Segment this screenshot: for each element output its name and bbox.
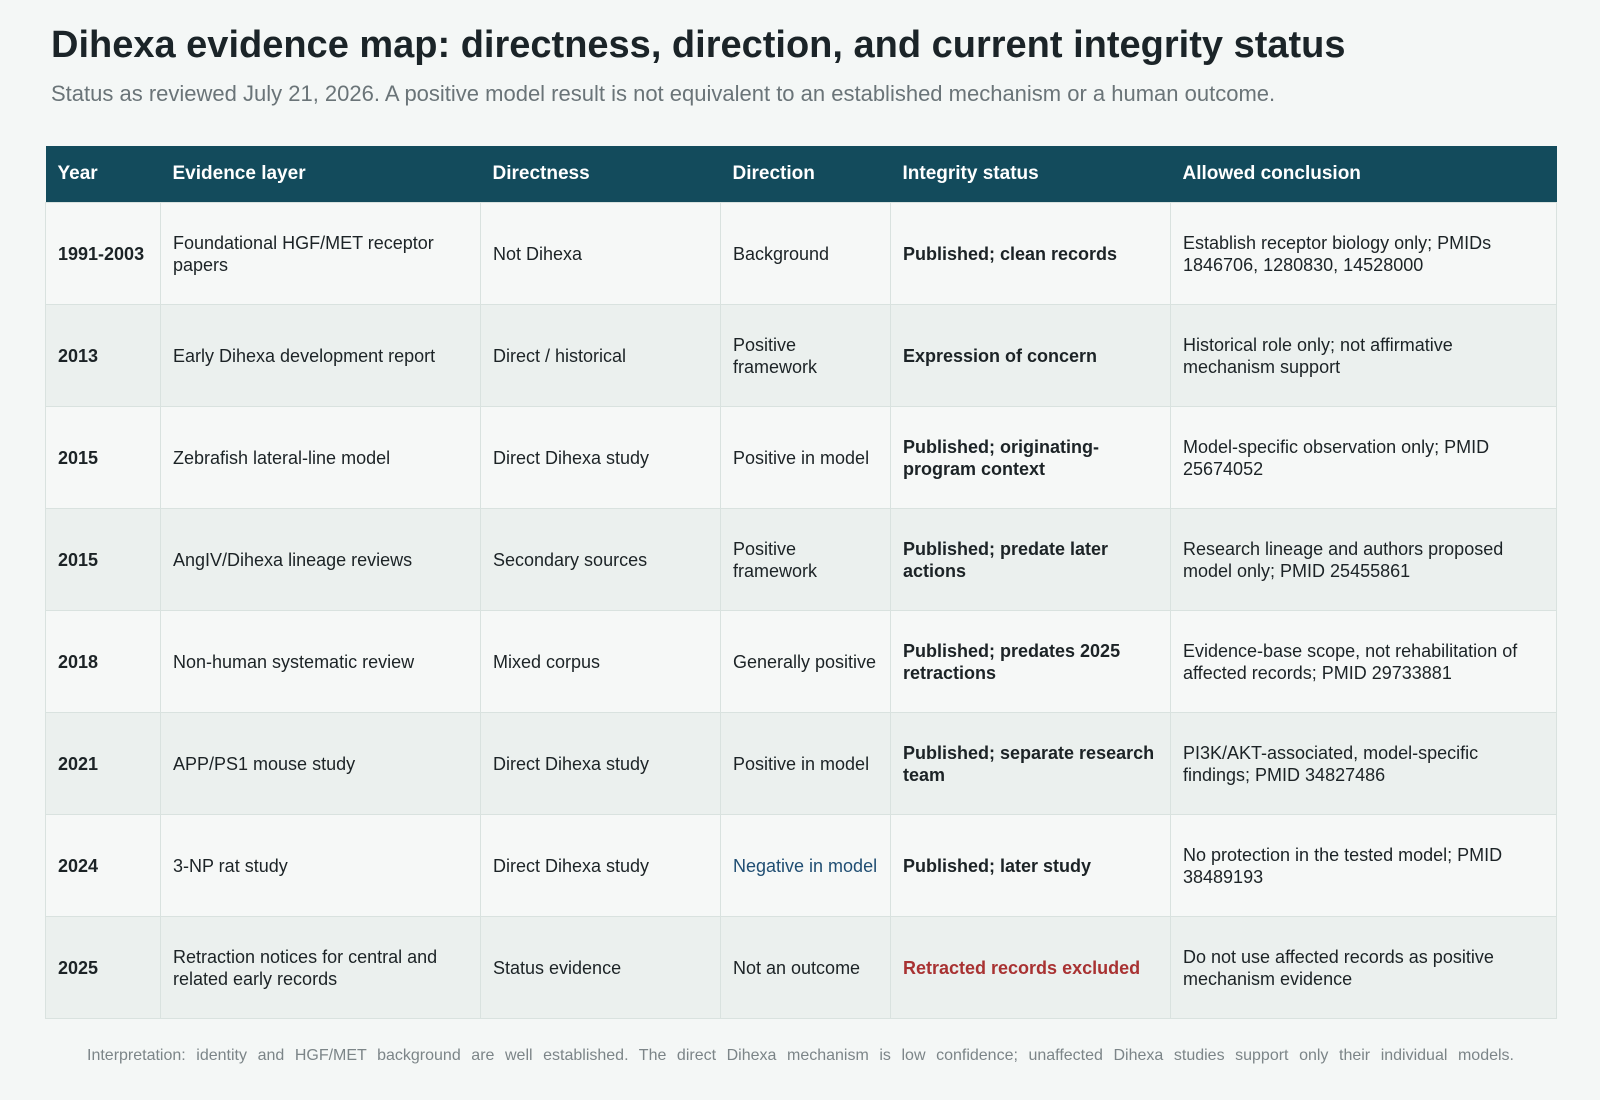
cell-evidence-layer: AngIV/Dihexa lineage reviews — [160, 508, 481, 611]
table-row: 1991-2003 Foundational HGF/MET receptor … — [45, 202, 1557, 305]
cell-directness: Direct Dihexa study — [480, 712, 721, 815]
cell-direction: Positive in model — [720, 712, 891, 815]
column-header-allowed-conclusion: Allowed conclusion — [1170, 146, 1557, 203]
cell-allowed-conclusion: Historical role only; not affirmative me… — [1170, 304, 1557, 407]
cell-directness: Mixed corpus — [480, 610, 721, 713]
cell-direction: Not an outcome — [720, 916, 891, 1019]
cell-allowed-conclusion: Establish receptor biology only; PMIDs 1… — [1170, 202, 1557, 305]
cell-integrity-status: Published; predates 2025 retractions — [890, 610, 1171, 713]
table-row: 2018 Non-human systematic review Mixed c… — [45, 610, 1557, 713]
table-row: 2024 3-NP rat study Direct Dihexa study … — [45, 814, 1557, 917]
cell-integrity-status: Published; originating-program context — [890, 406, 1171, 509]
cell-direction: Positive in model — [720, 406, 891, 509]
cell-integrity-status: Expression of concern — [890, 304, 1171, 407]
table-header-row: Year Evidence layer Directness Direction… — [45, 146, 1557, 203]
cell-evidence-layer: Non-human systematic review — [160, 610, 481, 713]
cell-evidence-layer: 3-NP rat study — [160, 814, 481, 917]
interpretation-footnote: Interpretation: identity and HGF/MET bac… — [87, 1047, 1514, 1064]
cell-directness: Not Dihexa — [480, 202, 721, 305]
cell-evidence-layer: Retraction notices for central and relat… — [160, 916, 481, 1019]
cell-direction: Positive framework — [720, 508, 891, 611]
cell-integrity-status: Published; predate later actions — [890, 508, 1171, 611]
cell-direction-negative: Negative in model — [720, 814, 891, 917]
cell-allowed-conclusion: Do not use affected records as positive … — [1170, 916, 1557, 1019]
column-header-integrity-status: Integrity status — [890, 146, 1171, 203]
cell-year: 2013 — [45, 304, 161, 407]
cell-direction: Background — [720, 202, 891, 305]
column-header-directness: Directness — [480, 146, 721, 203]
cell-directness: Secondary sources — [480, 508, 721, 611]
cell-year: 2021 — [45, 712, 161, 815]
cell-directness: Direct / historical — [480, 304, 721, 407]
cell-directness: Status evidence — [480, 916, 721, 1019]
cell-evidence-layer: APP/PS1 mouse study — [160, 712, 481, 815]
cell-direction: Generally positive — [720, 610, 891, 713]
cell-directness: Direct Dihexa study — [480, 814, 721, 917]
cell-integrity-status-retracted: Retracted records excluded — [890, 916, 1171, 1019]
cell-year: 2015 — [45, 508, 161, 611]
cell-allowed-conclusion: No protection in the tested model; PMID … — [1170, 814, 1557, 917]
cell-direction: Positive framework — [720, 304, 891, 407]
cell-evidence-layer: Zebrafish lateral-line model — [160, 406, 481, 509]
cell-integrity-status: Published; separate research team — [890, 712, 1171, 815]
table-row: 2015 Zebrafish lateral-line model Direct… — [45, 406, 1557, 509]
column-header-direction: Direction — [720, 146, 891, 203]
page-subtitle: Status as reviewed July 21, 2026. A posi… — [51, 81, 1276, 106]
cell-year: 2015 — [45, 406, 161, 509]
cell-integrity-status: Published; later study — [890, 814, 1171, 917]
table-row: 2025 Retraction notices for central and … — [45, 916, 1557, 1019]
cell-integrity-status: Published; clean records — [890, 202, 1171, 305]
cell-directness: Direct Dihexa study — [480, 406, 721, 509]
cell-evidence-layer: Foundational HGF/MET receptor papers — [160, 202, 481, 305]
cell-year: 2018 — [45, 610, 161, 713]
cell-year: 2025 — [45, 916, 161, 1019]
cell-allowed-conclusion: Model-specific observation only; PMID 25… — [1170, 406, 1557, 509]
cell-evidence-layer: Early Dihexa development report — [160, 304, 481, 407]
column-header-year: Year — [45, 146, 161, 203]
page-title: Dihexa evidence map: directness, directi… — [51, 24, 1346, 66]
table-row: 2015 AngIV/Dihexa lineage reviews Second… — [45, 508, 1557, 611]
cell-allowed-conclusion: Evidence-base scope, not rehabilitation … — [1170, 610, 1557, 713]
cell-allowed-conclusion: PI3K/AKT-associated, model-specific find… — [1170, 712, 1557, 815]
table-row: 2021 APP/PS1 mouse study Direct Dihexa s… — [45, 712, 1557, 815]
table-row: 2013 Early Dihexa development report Dir… — [45, 304, 1557, 407]
column-header-evidence-layer: Evidence layer — [160, 146, 481, 203]
cell-year: 1991-2003 — [45, 202, 161, 305]
evidence-table: Year Evidence layer Directness Direction… — [45, 146, 1557, 1019]
cell-year: 2024 — [45, 814, 161, 917]
cell-allowed-conclusion: Research lineage and authors proposed mo… — [1170, 508, 1557, 611]
